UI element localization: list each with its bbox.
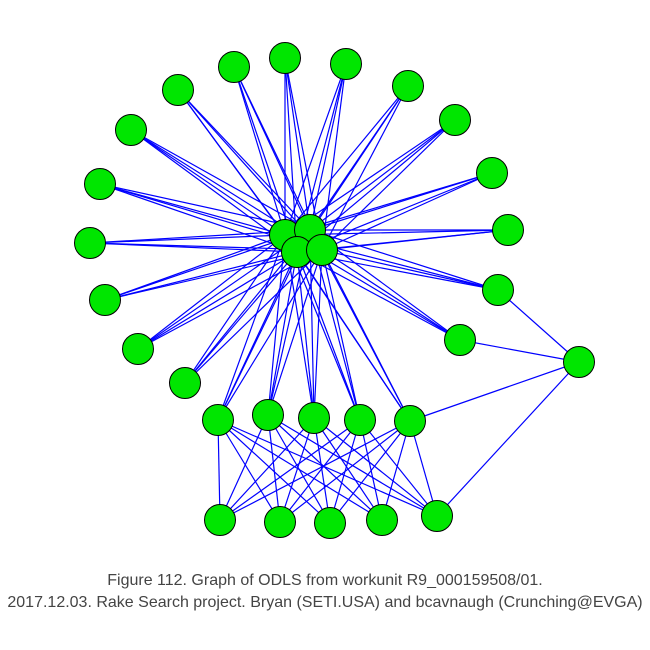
graph-node (492, 214, 524, 246)
graph-edge (322, 250, 498, 290)
graph-node (84, 168, 116, 200)
graph-node (264, 506, 296, 538)
graph-edge (322, 250, 460, 340)
graph-node (392, 70, 424, 102)
graph-edge (460, 340, 579, 362)
graph-node (314, 507, 346, 539)
graph-node (482, 274, 514, 306)
graph-node (89, 284, 121, 316)
graph-node (421, 500, 453, 532)
graph-node (252, 399, 284, 431)
graph-node (298, 402, 330, 434)
graph-node (218, 51, 250, 83)
graph-node (162, 74, 194, 106)
graph-node (122, 333, 154, 365)
graph-node (115, 114, 147, 146)
graph-edge (220, 418, 314, 520)
network-graph (0, 0, 650, 570)
graph-edge (131, 130, 310, 230)
graph-node (306, 234, 338, 266)
graph-edge (322, 250, 410, 421)
graph-edge (360, 420, 437, 516)
graph-node (269, 42, 301, 74)
graph-node (74, 227, 106, 259)
graph-edge (322, 86, 408, 250)
graph-node (563, 346, 595, 378)
graph-node (366, 504, 398, 536)
graph-edge (234, 67, 285, 235)
graph-node (169, 367, 201, 399)
graph-node (344, 404, 376, 436)
graph-node (202, 404, 234, 436)
graph-node (444, 324, 476, 356)
graph-edge (437, 362, 579, 516)
graph-edge (410, 362, 579, 421)
graph-edge (178, 90, 310, 230)
graph-edge (322, 173, 492, 250)
graph-node (330, 48, 362, 80)
graph-node (394, 405, 426, 437)
graph-edge (314, 250, 322, 418)
graph-node (476, 157, 508, 189)
caption-line-2: 2017.12.03. Rake Search project. Bryan (… (0, 592, 650, 614)
graph-node (439, 104, 471, 136)
figure-caption: Figure 112. Graph of ODLS from workunit … (0, 570, 650, 613)
graph-node (204, 504, 236, 536)
caption-line-1: Figure 112. Graph of ODLS from workunit … (0, 570, 650, 592)
